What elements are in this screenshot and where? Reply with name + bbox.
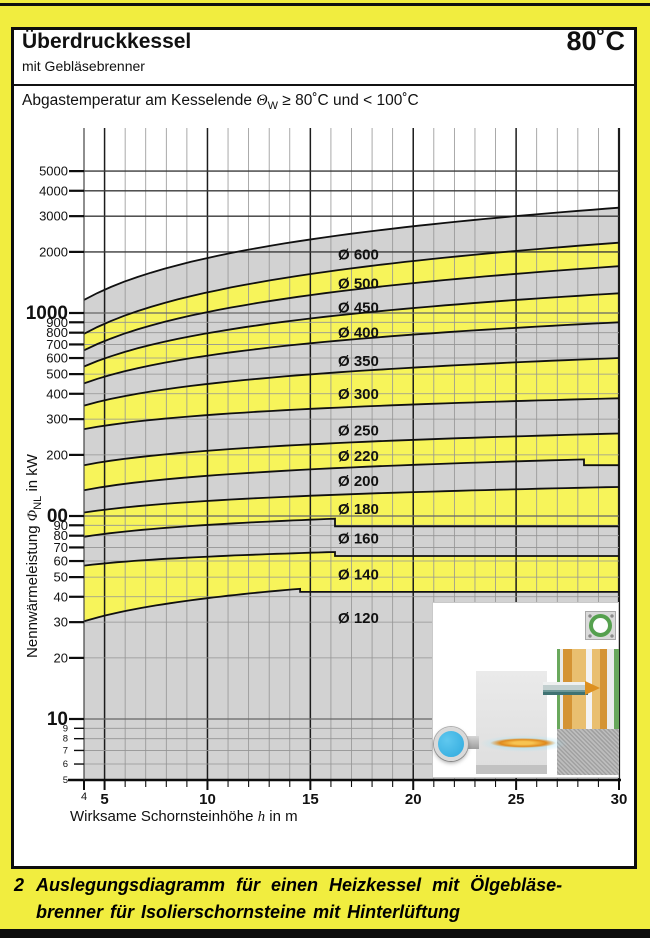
top-border-line	[0, 3, 650, 6]
condition-line: Abgastemperatur am Kesselende ΘW ≥ 80˚C …	[22, 92, 419, 112]
flue-gas-arrow-icon	[585, 681, 600, 695]
phi-symbol: Φ	[25, 509, 41, 522]
burner-fan-icon	[434, 727, 468, 761]
condition-prefix: Abgastemperatur am Kesselende	[22, 92, 257, 109]
figure-caption: 2 Auslegungsdiagramm für einen Heizkessel…	[14, 872, 638, 926]
chimney-foundation	[557, 729, 619, 775]
phi-subscript: NL	[32, 495, 44, 510]
installation-inset-panel	[432, 602, 619, 778]
chimney-ring-icon	[589, 614, 612, 637]
caption-line1: Auslegungsdiagramm für einen Heizkessel …	[36, 875, 563, 895]
header-divider	[14, 84, 634, 86]
caption-line2: brenner für Isolierschornsteine mit Hint…	[36, 902, 461, 922]
bottom-border-bar	[0, 929, 650, 938]
burner-flame-icon	[490, 738, 556, 748]
page-subtitle: mit Gebläsebrenner	[22, 58, 145, 74]
theta-subscript: W	[267, 100, 278, 113]
boiler-illustration	[476, 671, 547, 774]
condition-rest: ≥ 80˚C und < 100˚C	[277, 92, 419, 109]
y-axis-title: Nennwärmeleistung ΦNL in kW	[24, 454, 44, 658]
boiler-base	[476, 765, 547, 774]
flue-pipe	[543, 682, 588, 695]
x-axis-title: Wirksame Schornsteinhöhe h in m	[70, 808, 298, 825]
page-title: Überdruckkessel	[22, 30, 192, 53]
theta-symbol: Θ	[256, 92, 268, 109]
figure-number: 2	[14, 875, 25, 895]
chimney-cross-section-icon	[585, 611, 616, 640]
temperature-label: 80˚C	[566, 26, 625, 56]
